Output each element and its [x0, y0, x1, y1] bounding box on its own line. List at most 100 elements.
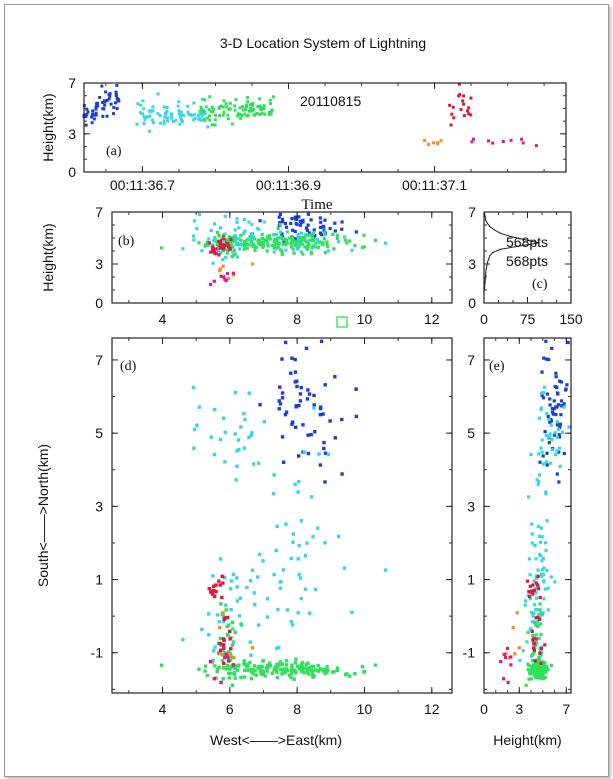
data-point — [275, 236, 280, 240]
data-point — [222, 110, 226, 114]
data-point — [225, 655, 230, 659]
data-point — [216, 243, 221, 247]
data-point — [102, 99, 106, 103]
data-point — [529, 669, 534, 673]
histogram-bin — [538, 242, 540, 244]
data-point — [242, 446, 247, 450]
data-point — [544, 433, 549, 438]
data-point — [237, 447, 241, 452]
data-point — [539, 554, 543, 558]
data-point — [98, 95, 102, 99]
data-point — [275, 524, 279, 529]
data-point — [261, 559, 265, 563]
data-point — [257, 664, 261, 669]
data-point — [534, 633, 538, 637]
data-point — [462, 94, 466, 98]
data-point — [94, 107, 98, 111]
data-point — [235, 576, 239, 580]
data-point — [344, 672, 348, 677]
data-point — [536, 613, 541, 617]
data-point — [219, 680, 223, 685]
data-point — [562, 402, 566, 406]
data-point — [200, 107, 204, 111]
data-point — [300, 238, 304, 243]
data-point — [228, 629, 232, 634]
data-point — [309, 233, 313, 237]
plot-frame — [111, 337, 453, 694]
data-point — [536, 671, 540, 675]
data-point — [537, 416, 541, 420]
data-point — [243, 417, 247, 422]
data-point — [111, 112, 115, 116]
data-point — [252, 237, 257, 241]
data-point — [227, 623, 231, 627]
date-label: 20110815 — [300, 93, 361, 109]
data-point — [221, 246, 226, 250]
data-point — [228, 637, 232, 641]
data-point — [255, 111, 259, 115]
data-point — [545, 411, 549, 416]
data-point — [212, 222, 217, 226]
data-point — [218, 641, 222, 646]
histogram-bin — [484, 216, 486, 218]
data-point — [229, 665, 233, 669]
y-tick-label: 7 — [95, 204, 103, 220]
data-point — [250, 431, 254, 435]
data-point — [223, 232, 227, 236]
data-point — [217, 239, 221, 243]
data-point — [316, 669, 321, 673]
data-point — [541, 676, 545, 680]
data-point — [195, 423, 199, 427]
data-point — [552, 407, 556, 411]
data-point — [284, 667, 289, 671]
data-point — [323, 541, 327, 545]
data-point — [108, 92, 112, 96]
data-point — [281, 669, 286, 673]
data-point — [559, 399, 564, 403]
data-point — [542, 566, 546, 570]
data-point — [241, 105, 245, 109]
data-point — [306, 451, 311, 456]
data-point — [216, 249, 221, 253]
data-point — [307, 611, 312, 615]
data-point — [499, 659, 503, 664]
panel-label: (a) — [106, 144, 122, 159]
x-tick-label: 7 — [562, 701, 570, 717]
data-point — [265, 615, 270, 619]
data-point — [373, 238, 378, 242]
data-point — [277, 215, 281, 219]
data-point — [537, 534, 542, 538]
data-point — [321, 224, 325, 228]
x-axis-label: West<——>East(km) — [210, 732, 342, 748]
data-point — [295, 384, 299, 389]
data-point — [218, 226, 223, 230]
data-point — [538, 649, 543, 653]
data-point — [290, 623, 295, 627]
data-point — [219, 602, 223, 606]
data-point — [284, 410, 289, 414]
data-point — [281, 667, 285, 671]
data-point — [319, 339, 324, 344]
data-point — [232, 273, 236, 277]
data-point — [219, 274, 223, 278]
y-tick-label: 1 — [467, 572, 475, 588]
data-point — [291, 228, 295, 232]
data-point — [260, 236, 264, 240]
data-point — [529, 452, 533, 457]
data-point — [542, 579, 546, 583]
data-point — [318, 216, 322, 220]
data-point — [254, 245, 259, 249]
data-point — [214, 676, 218, 680]
data-point — [208, 282, 213, 287]
data-point — [248, 661, 252, 665]
data-point — [289, 221, 293, 226]
data-point — [300, 660, 305, 665]
data-point — [135, 122, 139, 126]
data-point — [178, 122, 182, 126]
data-point — [291, 532, 295, 536]
data-point — [262, 220, 266, 224]
data-point — [229, 237, 233, 242]
data-point — [269, 112, 273, 116]
data-point — [472, 137, 476, 141]
y-tick-label: 0 — [68, 164, 76, 180]
